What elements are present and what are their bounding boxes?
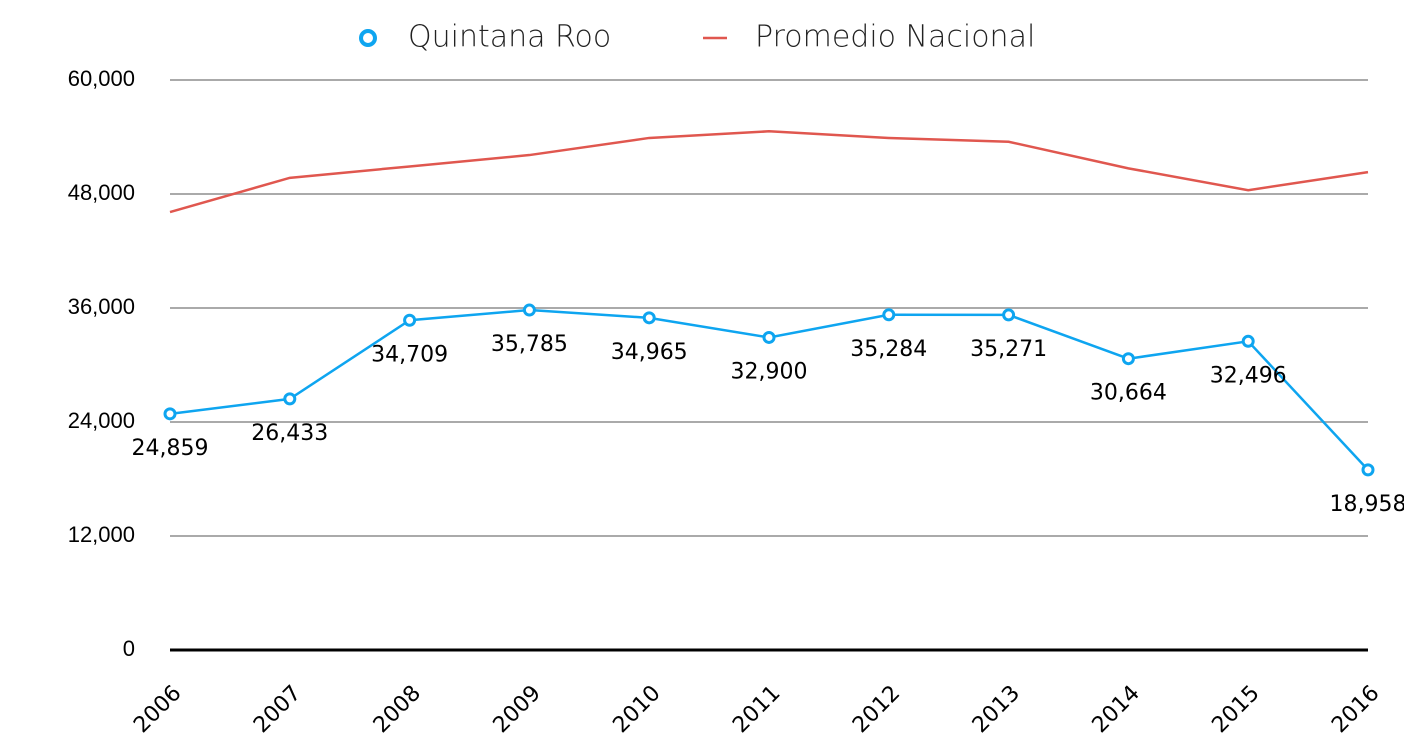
x-tick-label: 2007 <box>249 681 306 735</box>
x-tick-label: 2014 <box>1088 681 1145 735</box>
x-tick-label: 2011 <box>728 681 785 735</box>
data-label: 35,271 <box>970 337 1047 362</box>
data-label: 30,664 <box>1090 381 1167 406</box>
series-line <box>169 130 1369 214</box>
y-tick-label: 60,000 <box>68 66 135 91</box>
point <box>1002 308 1016 322</box>
legend-label: Promedio Nacional <box>755 20 1035 55</box>
point <box>522 303 536 317</box>
x-tick-label: 2009 <box>489 681 546 735</box>
point <box>1121 352 1135 366</box>
x-tick-label: 2010 <box>608 681 665 735</box>
point <box>762 330 776 344</box>
point <box>642 311 656 325</box>
y-tick-label: 36,000 <box>68 294 135 319</box>
data-label: 34,709 <box>371 342 448 367</box>
data-label: 34,965 <box>611 340 688 365</box>
x-tick-label: 2016 <box>1327 681 1384 735</box>
data-label: 32,496 <box>1210 363 1287 388</box>
y-tick-label: 48,000 <box>68 180 135 205</box>
x-tick-label: 2008 <box>369 681 426 735</box>
point <box>1241 334 1255 348</box>
x-tick-label: 2012 <box>848 681 905 735</box>
data-label: 18,958 <box>1330 492 1404 517</box>
x-tick-label: 2013 <box>968 681 1025 735</box>
x-tick-label: 2015 <box>1207 681 1264 735</box>
data-label: 24,859 <box>132 436 209 461</box>
y-tick-label: 12,000 <box>68 522 135 547</box>
y-tick-label: 24,000 <box>68 408 135 433</box>
point <box>882 308 896 322</box>
legend-marker <box>359 29 377 47</box>
point <box>403 313 417 327</box>
point <box>1361 463 1375 477</box>
y-tick-label: 0 <box>123 636 135 661</box>
x-tick-label: 2006 <box>129 681 186 735</box>
data-label: 35,785 <box>491 332 568 357</box>
point <box>283 392 297 406</box>
legend-label: Quintana Roo <box>408 20 611 55</box>
point <box>163 407 177 421</box>
data-label: 26,433 <box>251 421 328 446</box>
data-label: 32,900 <box>731 359 808 384</box>
data-label: 35,284 <box>850 337 927 362</box>
